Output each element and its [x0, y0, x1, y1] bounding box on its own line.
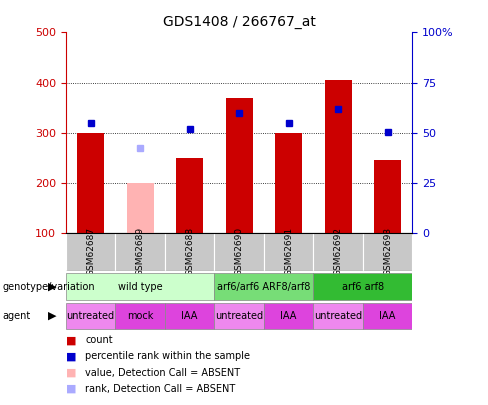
Bar: [115, 233, 165, 271]
Bar: [176, 158, 203, 233]
Text: percentile rank within the sample: percentile rank within the sample: [85, 352, 250, 361]
Bar: [313, 233, 363, 271]
Bar: [66, 303, 115, 329]
Text: arf6 arf8: arf6 arf8: [342, 281, 384, 292]
Text: ■: ■: [66, 335, 77, 345]
Bar: [374, 160, 401, 233]
Bar: [214, 303, 264, 329]
Text: GSM62687: GSM62687: [86, 227, 95, 276]
Text: untreated: untreated: [66, 311, 115, 321]
Text: IAA: IAA: [281, 311, 297, 321]
Text: GSM62688: GSM62688: [185, 227, 194, 276]
Bar: [126, 183, 154, 233]
Text: GSM62689: GSM62689: [136, 227, 144, 276]
Text: untreated: untreated: [215, 311, 263, 321]
Bar: [313, 273, 412, 300]
Text: ▶: ▶: [48, 281, 57, 292]
Text: IAA: IAA: [182, 311, 198, 321]
Bar: [325, 80, 352, 233]
Text: genotype/variation: genotype/variation: [2, 281, 95, 292]
Text: wild type: wild type: [118, 281, 163, 292]
Bar: [363, 303, 412, 329]
Text: arf6/arf6 ARF8/arf8: arf6/arf6 ARF8/arf8: [217, 281, 310, 292]
Bar: [363, 233, 412, 271]
Text: agent: agent: [2, 311, 31, 321]
Text: value, Detection Call = ABSENT: value, Detection Call = ABSENT: [85, 368, 241, 377]
Bar: [264, 233, 313, 271]
Bar: [77, 133, 104, 233]
Bar: [165, 233, 214, 271]
Text: GSM62692: GSM62692: [334, 227, 343, 276]
Text: rank, Detection Call = ABSENT: rank, Detection Call = ABSENT: [85, 384, 236, 394]
Text: ■: ■: [66, 368, 77, 377]
Bar: [214, 273, 313, 300]
Text: IAA: IAA: [380, 311, 396, 321]
Text: untreated: untreated: [314, 311, 362, 321]
Bar: [165, 303, 214, 329]
Bar: [115, 303, 165, 329]
Bar: [313, 303, 363, 329]
Text: mock: mock: [127, 311, 153, 321]
Text: count: count: [85, 335, 113, 345]
Title: GDS1408 / 266767_at: GDS1408 / 266767_at: [163, 15, 316, 29]
Text: ■: ■: [66, 384, 77, 394]
Text: GSM62693: GSM62693: [383, 227, 392, 276]
Bar: [275, 133, 302, 233]
Text: ■: ■: [66, 352, 77, 361]
Bar: [225, 98, 253, 233]
Text: ▶: ▶: [48, 311, 57, 321]
Text: GSM62690: GSM62690: [235, 227, 244, 276]
Bar: [66, 233, 115, 271]
Text: GSM62691: GSM62691: [284, 227, 293, 276]
Bar: [264, 303, 313, 329]
Bar: [66, 273, 214, 300]
Bar: [214, 233, 264, 271]
